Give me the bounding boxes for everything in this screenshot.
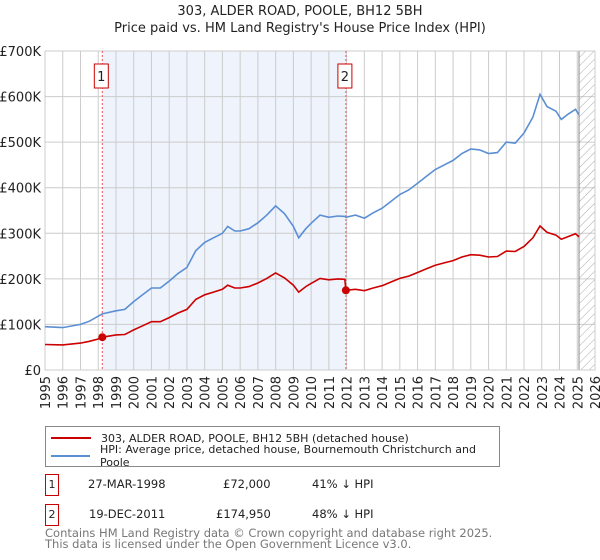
sale-hpi-diff: 41% ↓ HPI bbox=[312, 477, 374, 491]
x-tick-label: 2019 bbox=[465, 376, 480, 409]
chart-subtitle: Price paid vs. HM Land Registry's House … bbox=[114, 21, 486, 36]
sale-date: 19-DEC-2011 bbox=[89, 507, 166, 521]
footer-licence: This data is licensed under the Open Gov… bbox=[45, 537, 412, 551]
footer: Contains HM Land Registry data © Crown c… bbox=[45, 526, 493, 551]
sale-badge: 2 bbox=[45, 504, 59, 526]
x-tick-label: 2013 bbox=[358, 376, 373, 409]
y-tick-label: £300K bbox=[0, 227, 41, 242]
x-tick-label: 2026 bbox=[589, 376, 600, 409]
x-tick-label: 2010 bbox=[305, 376, 320, 409]
legend-swatch-hpi bbox=[51, 455, 91, 457]
footer-copyright: Contains HM Land Registry data © Crown c… bbox=[45, 526, 493, 540]
y-tick-label: £700K bbox=[0, 45, 41, 60]
x-tick-label: 2004 bbox=[199, 376, 214, 409]
sale-label-box bbox=[93, 63, 109, 89]
x-tick-label: 2021 bbox=[500, 376, 515, 409]
sale-point bbox=[341, 286, 350, 295]
legend-item-hpi: HPI: Average price, detached house, Bour… bbox=[51, 443, 499, 469]
x-tick-label: 2011 bbox=[323, 376, 338, 409]
y-tick-label: £100K bbox=[0, 318, 41, 333]
y-tick-label: £600K bbox=[0, 91, 41, 106]
x-tick-label: 2005 bbox=[216, 376, 231, 409]
x-tick-label: 2023 bbox=[536, 376, 551, 409]
series-line-hpi bbox=[44, 92, 580, 329]
legend-swatch-price bbox=[51, 437, 91, 439]
plot-border bbox=[44, 50, 596, 371]
x-tick-label: 2000 bbox=[128, 376, 143, 409]
x-tick-label: 2007 bbox=[252, 376, 267, 409]
x-tick-label: 2012 bbox=[341, 376, 356, 409]
x-tick-label: 2003 bbox=[181, 376, 196, 409]
x-tick-label: 2009 bbox=[287, 376, 302, 409]
x-tick-label: 2016 bbox=[412, 376, 427, 409]
legend-label-hpi: HPI: Average price, detached house, Bour… bbox=[100, 443, 476, 469]
x-tick-label: 2024 bbox=[554, 376, 569, 409]
sale-date: 27-MAR-1998 bbox=[88, 477, 166, 491]
x-tick-label: 2002 bbox=[163, 376, 178, 409]
x-tick-label: 2001 bbox=[145, 376, 160, 409]
x-tick-label: 1999 bbox=[110, 376, 125, 409]
x-tick-label: 1997 bbox=[74, 376, 89, 409]
sale-price: £174,950 bbox=[216, 507, 271, 521]
y-tick-label: £400K bbox=[0, 182, 41, 197]
x-tick-label: 2008 bbox=[270, 376, 285, 409]
price-chart: 1995 1996 1997 1998 1999 2000 2001 2002 2003 2004… bbox=[0, 45, 600, 409]
forecast-hatch bbox=[579, 51, 595, 370]
sale-price: £72,000 bbox=[223, 477, 271, 491]
chart-title: 303, ALDER ROAD, POOLE, BH12 5BH bbox=[177, 4, 423, 19]
x-tick-label: 2018 bbox=[447, 376, 462, 409]
legend-item-price: 303, ALDER ROAD, POOLE, BH12 5BH (detach… bbox=[51, 430, 409, 446]
sale-badge: 1 bbox=[45, 474, 59, 496]
sale-hpi-diff: 48% ↓ HPI bbox=[312, 507, 374, 521]
x-tick-label: 2017 bbox=[429, 376, 444, 409]
x-tick-label: 2025 bbox=[571, 376, 586, 409]
x-tick-label: 1998 bbox=[92, 376, 107, 409]
x-tick-label: 1996 bbox=[57, 376, 72, 409]
y-tick-label: £500K bbox=[0, 136, 41, 151]
sale-period-shading bbox=[102, 51, 346, 370]
x-tick-label: 1995 bbox=[39, 376, 54, 409]
sale-label: 1 bbox=[97, 70, 105, 85]
x-tick-label: 2022 bbox=[518, 376, 533, 409]
legend: 303, ALDER ROAD, POOLE, BH12 5BH (detach… bbox=[45, 426, 500, 469]
legend-label-price: 303, ALDER ROAD, POOLE, BH12 5BH (detach… bbox=[101, 431, 409, 445]
y-tick-label: £200K bbox=[0, 273, 41, 288]
x-tick-label: 2020 bbox=[483, 376, 498, 409]
series-line-price bbox=[44, 224, 580, 346]
y-tick-label: £0 bbox=[24, 364, 41, 379]
sale-label: 2 bbox=[341, 70, 349, 85]
x-tick-label: 2015 bbox=[394, 376, 409, 409]
x-tick-label: 2006 bbox=[234, 376, 249, 409]
x-tick-label: 2014 bbox=[376, 376, 391, 409]
sale-label-box bbox=[337, 63, 353, 89]
sale-point bbox=[98, 333, 107, 342]
